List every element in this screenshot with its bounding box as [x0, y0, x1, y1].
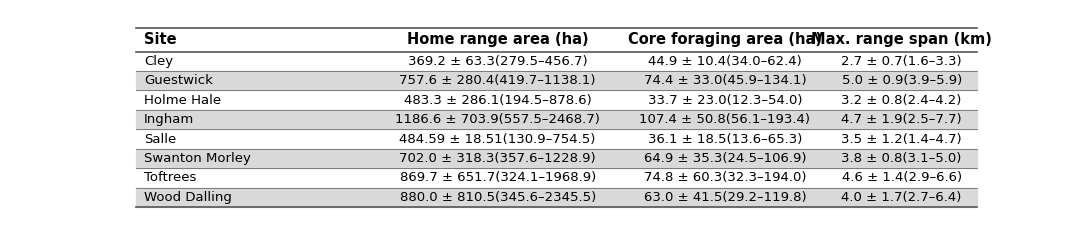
Text: Toftrees: Toftrees: [144, 172, 197, 184]
Text: 3.2 ± 0.8(2.4–4.2): 3.2 ± 0.8(2.4–4.2): [842, 94, 962, 107]
Text: 483.3 ± 286.1(194.5–878.6): 483.3 ± 286.1(194.5–878.6): [404, 94, 592, 107]
Text: 5.0 ± 0.9(3.9–5.9): 5.0 ± 0.9(3.9–5.9): [842, 74, 962, 87]
Bar: [136, 188, 977, 207]
Bar: [136, 149, 977, 168]
Text: 369.2 ± 63.3(279.5–456.7): 369.2 ± 63.3(279.5–456.7): [408, 55, 588, 68]
Text: 702.0 ± 318.3(357.6–1228.9): 702.0 ± 318.3(357.6–1228.9): [400, 152, 596, 165]
Text: 880.0 ± 810.5(345.6–2345.5): 880.0 ± 810.5(345.6–2345.5): [400, 191, 596, 204]
Text: 4.6 ± 1.4(2.9–6.6): 4.6 ± 1.4(2.9–6.6): [842, 172, 962, 184]
Text: 44.9 ± 10.4(34.0–62.4): 44.9 ± 10.4(34.0–62.4): [648, 55, 801, 68]
Text: Wood Dalling: Wood Dalling: [144, 191, 232, 204]
Bar: [136, 110, 977, 129]
Text: 757.6 ± 280.4(419.7–1138.1): 757.6 ± 280.4(419.7–1138.1): [400, 74, 596, 87]
Text: 3.5 ± 1.2(1.4–4.7): 3.5 ± 1.2(1.4–4.7): [842, 133, 962, 146]
Text: Home range area (ha): Home range area (ha): [407, 32, 589, 47]
Text: Holme Hale: Holme Hale: [144, 94, 222, 107]
Text: 36.1 ± 18.5(13.6–65.3): 36.1 ± 18.5(13.6–65.3): [647, 133, 803, 146]
Text: 1186.6 ± 703.9(557.5–2468.7): 1186.6 ± 703.9(557.5–2468.7): [395, 113, 601, 126]
Text: Ingham: Ingham: [144, 113, 194, 126]
Text: 63.0 ± 41.5(29.2–119.8): 63.0 ± 41.5(29.2–119.8): [644, 191, 806, 204]
Text: 2.7 ± 0.7(1.6–3.3): 2.7 ± 0.7(1.6–3.3): [842, 55, 962, 68]
Text: 107.4 ± 50.8(56.1–193.4): 107.4 ± 50.8(56.1–193.4): [640, 113, 810, 126]
Text: Swanton Morley: Swanton Morley: [144, 152, 251, 165]
Text: 33.7 ± 23.0(12.3–54.0): 33.7 ± 23.0(12.3–54.0): [647, 94, 803, 107]
Bar: [136, 71, 977, 90]
Text: 64.9 ± 35.3(24.5–106.9): 64.9 ± 35.3(24.5–106.9): [644, 152, 806, 165]
Text: 4.7 ± 1.9(2.5–7.7): 4.7 ± 1.9(2.5–7.7): [842, 113, 962, 126]
Text: 869.7 ± 651.7(324.1–1968.9): 869.7 ± 651.7(324.1–1968.9): [400, 172, 596, 184]
Text: 74.4 ± 33.0(45.9–134.1): 74.4 ± 33.0(45.9–134.1): [644, 74, 806, 87]
Text: 484.59 ± 18.51(130.9–754.5): 484.59 ± 18.51(130.9–754.5): [400, 133, 596, 146]
Text: Guestwick: Guestwick: [144, 74, 213, 87]
Text: 4.0 ± 1.7(2.7–6.4): 4.0 ± 1.7(2.7–6.4): [842, 191, 962, 204]
Text: Cley: Cley: [144, 55, 174, 68]
Text: 3.8 ± 0.8(3.1–5.0): 3.8 ± 0.8(3.1–5.0): [842, 152, 962, 165]
Text: Salle: Salle: [144, 133, 176, 146]
Text: Core foraging area (ha): Core foraging area (ha): [628, 32, 822, 47]
Text: Site: Site: [144, 32, 177, 47]
Text: 74.8 ± 60.3(32.3–194.0): 74.8 ± 60.3(32.3–194.0): [644, 172, 806, 184]
Text: Max. range span (km): Max. range span (km): [811, 32, 993, 47]
